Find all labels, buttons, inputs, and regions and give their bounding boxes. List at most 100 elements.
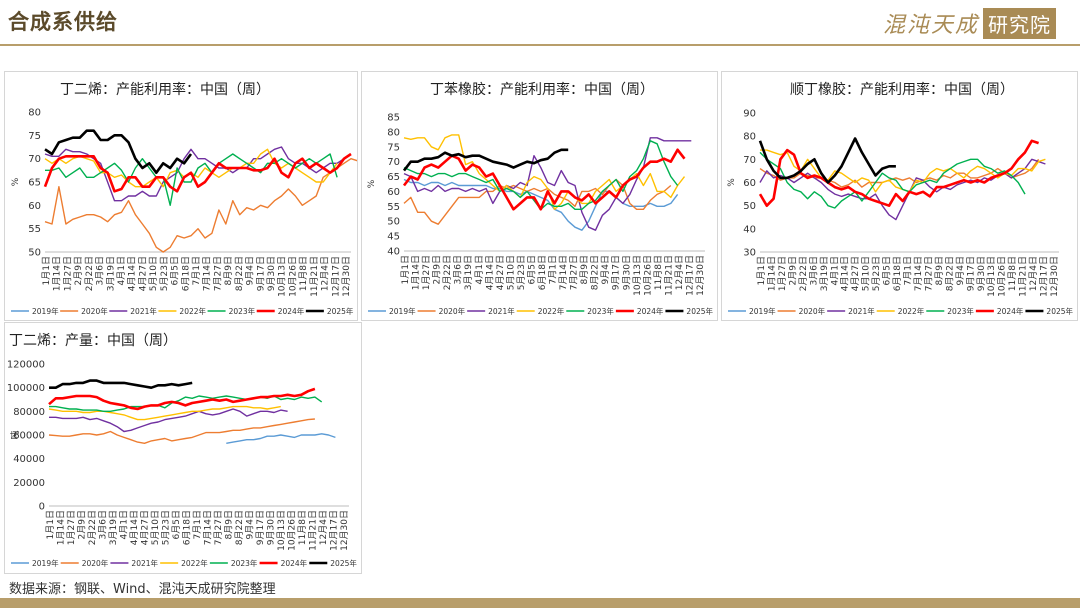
- x-tick-label: 4月14日: [127, 256, 138, 291]
- x-tick-label: 9月30日: [266, 510, 277, 545]
- x-tick-label: 12月30日: [695, 255, 706, 296]
- y-tick-label: 40: [743, 224, 756, 235]
- y-tick-label: 80000: [13, 407, 45, 418]
- legend-label: 2024年: [997, 306, 1024, 316]
- x-tick-label: 9月4日: [955, 256, 966, 285]
- legend-label: 2021年: [488, 306, 515, 316]
- x-tick-label: 4月27日: [495, 255, 506, 290]
- y-tick-label: 45: [387, 232, 400, 243]
- series-line-2025年: [44, 129, 193, 174]
- x-tick-label: 6月5日: [526, 255, 537, 284]
- y-tick-label: 70: [743, 155, 756, 166]
- series-line-2023年: [49, 395, 323, 412]
- series-line-2023年: [759, 151, 1026, 209]
- x-tick-label: 1月27日: [66, 510, 77, 545]
- x-tick-label: 1月14日: [411, 255, 422, 290]
- y-axis-title: %: [11, 177, 21, 186]
- y-axis-title: 吨: [9, 430, 21, 439]
- x-tick-label: 2月22日: [798, 256, 809, 291]
- legend-label: 2020年: [82, 558, 109, 568]
- legend-label: 2025年: [327, 306, 354, 316]
- x-tick-label: 12月4日: [320, 256, 331, 291]
- legend-label: 2021年: [130, 306, 157, 316]
- legend-label: 2019年: [32, 306, 59, 316]
- x-tick-label: 1月1日: [400, 255, 411, 284]
- series-line-2022年: [48, 405, 281, 421]
- legend-label: 2024年: [278, 306, 305, 316]
- x-tick-label: 12月17日: [330, 256, 341, 297]
- x-tick-label: 9月30日: [621, 255, 632, 290]
- x-tick-label: 5月10日: [505, 255, 516, 290]
- x-tick-label: 8月22日: [944, 256, 955, 291]
- legend-label: 2023年: [587, 306, 614, 316]
- y-tick-label: 60000: [13, 431, 45, 442]
- y-tick-label: 0: [39, 502, 45, 513]
- x-tick-label: 12月30日: [341, 256, 352, 297]
- x-tick-label: 12月4日: [674, 255, 685, 290]
- x-tick-label: 12月17日: [329, 510, 340, 551]
- series-line-2025年: [402, 148, 569, 172]
- x-tick-label: 2月9日: [432, 255, 443, 284]
- x-tick-label: 5月10日: [148, 256, 159, 291]
- chart-title: 丁苯橡胶：产能利用率：中国（周）: [430, 81, 654, 98]
- x-tick-label: 9月4日: [245, 510, 256, 539]
- x-tick-label: 1月1日: [45, 510, 56, 539]
- x-tick-label: 10月13日: [986, 256, 997, 297]
- legend-label: 2019年: [389, 306, 416, 316]
- y-tick-label: 100000: [7, 383, 45, 394]
- y-tick-label: 70: [28, 154, 41, 165]
- legend-label: 2021年: [131, 558, 158, 568]
- y-tick-label: 55: [387, 202, 400, 213]
- x-tick-label: 9月17日: [255, 256, 266, 291]
- legend-label: 2020年: [81, 306, 108, 316]
- y-tick-label: 75: [28, 131, 41, 142]
- y-tick-label: 50: [743, 201, 756, 212]
- x-tick-label: 3月19日: [819, 256, 830, 291]
- x-tick-label: 12月17日: [684, 255, 695, 296]
- chart-title: 顺丁橡胶：产能利用率：中国（周）: [790, 81, 1014, 98]
- chart-sbr-utilization: 丁苯橡胶：产能利用率：中国（周） 40 45 50 55 60 65 70 75 80 85% 1月1…: [367, 81, 714, 316]
- y-tick-label: 120000: [7, 360, 45, 371]
- series-line-2025年: [758, 137, 896, 184]
- x-tick-label: 12月4日: [318, 510, 329, 545]
- x-tick-label: 7月1日: [903, 256, 914, 285]
- x-tick-label: 4月27日: [137, 256, 148, 291]
- x-tick-label: 2月9日: [77, 510, 88, 539]
- x-tick-label: 1月14日: [766, 256, 777, 291]
- x-tick-label: 1月14日: [52, 256, 63, 291]
- x-tick-label: 9月4日: [600, 255, 611, 284]
- x-tick-label: 1月1日: [756, 256, 767, 285]
- x-tick-label: 10月13日: [632, 255, 643, 296]
- footer-bar: [0, 598, 1080, 608]
- x-tick-label: 8月22日: [590, 255, 601, 290]
- chart-panel-sbr-utilization: 丁苯橡胶：产能利用率：中国（周） 40 45 50 55 60 65 70 75 80 85% 1月1…: [361, 71, 718, 321]
- legend-label: 2024年: [637, 306, 664, 316]
- x-tick-label: 6月18日: [537, 255, 548, 290]
- y-tick-label: 40: [387, 247, 400, 258]
- x-tick-label: 9月17日: [965, 256, 976, 291]
- series-line-2024年: [48, 387, 316, 411]
- series-line-2023年: [45, 153, 338, 206]
- series-line-2020年: [44, 158, 357, 253]
- x-tick-label: 3月6日: [453, 255, 464, 284]
- y-tick-label: 60: [28, 201, 41, 212]
- x-tick-label: 10月13日: [276, 510, 287, 551]
- x-tick-label: 11月21日: [308, 510, 319, 551]
- x-tick-label: 11月8日: [298, 256, 309, 291]
- y-axis-title: %: [367, 179, 377, 188]
- x-tick-label: 12月30日: [339, 510, 350, 551]
- legend-label: 2022年: [181, 558, 208, 568]
- chart-title: 丁二烯：产量：中国（周）: [9, 333, 177, 349]
- y-tick-label: 65: [28, 178, 41, 189]
- x-tick-label: 6月18日: [182, 510, 193, 545]
- x-tick-label: 1月14日: [56, 510, 67, 545]
- x-tick-label: 9月17日: [255, 510, 266, 545]
- x-tick-label: 7月14日: [202, 256, 213, 291]
- legend-label: 2019年: [749, 306, 776, 316]
- x-tick-label: 12月30日: [1049, 256, 1060, 297]
- x-tick-label: 7月14日: [558, 255, 569, 290]
- x-tick-label: 5月23日: [871, 256, 882, 291]
- legend-label: 2025年: [686, 306, 713, 316]
- series-line-2024年: [402, 148, 686, 211]
- x-tick-label: 6月18日: [180, 256, 191, 291]
